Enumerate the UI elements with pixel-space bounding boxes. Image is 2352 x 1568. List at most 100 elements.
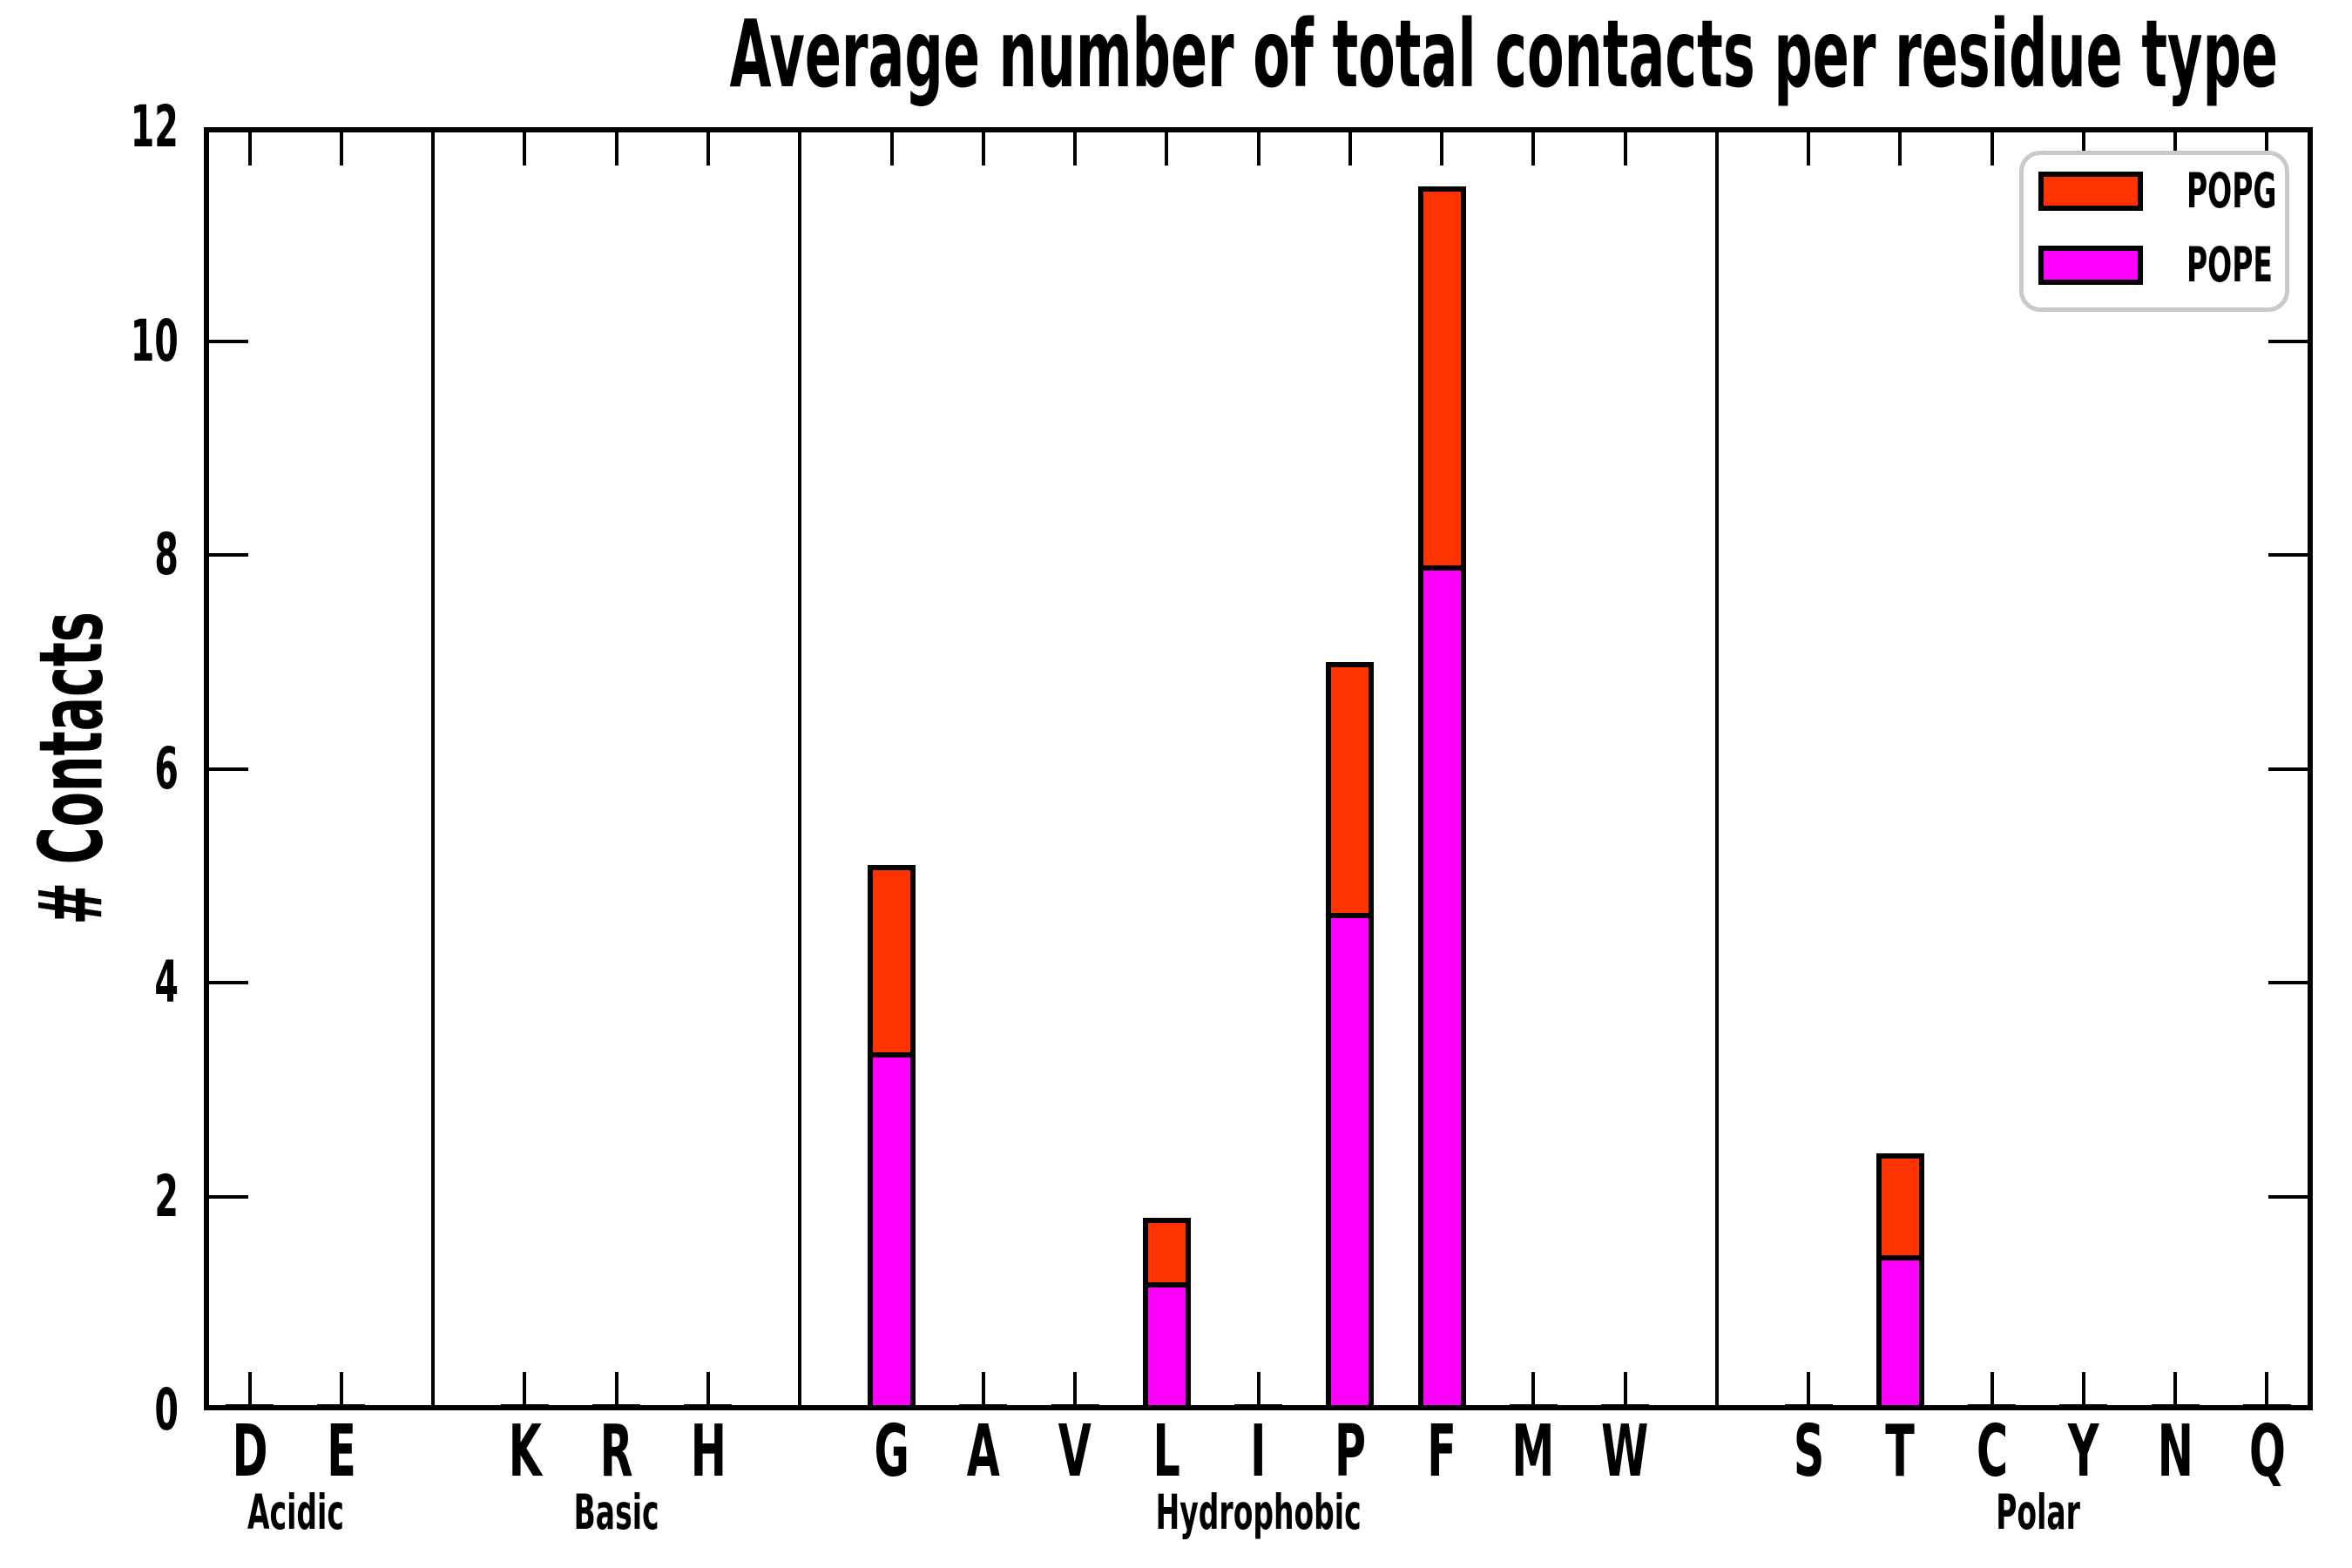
zero-bar-K	[500, 1404, 549, 1410]
x-tick-bottom	[1073, 1372, 1077, 1405]
x-tick-bottom	[247, 1372, 252, 1405]
x-tick-top	[2081, 132, 2085, 166]
x-tick-bottom	[706, 1372, 710, 1405]
zero-bar-Q	[2242, 1404, 2291, 1410]
bar-segment-POPE-T	[1876, 1255, 1924, 1410]
bar-segment-POPE-G	[868, 1051, 916, 1410]
x-tick-label-P: P	[1334, 1410, 1366, 1493]
y-tick-label-4: 4	[154, 949, 179, 1016]
x-tick-label-F: F	[1427, 1410, 1456, 1493]
group-label-acidic: Acidic	[247, 1484, 344, 1540]
x-tick-label-S: S	[1793, 1410, 1824, 1493]
y-tick	[209, 553, 248, 557]
zero-bar-H	[684, 1404, 733, 1410]
y-tick-label-8: 8	[154, 521, 179, 588]
x-tick-bottom	[614, 1372, 618, 1405]
x-tick-top	[889, 132, 894, 166]
x-tick-top	[1440, 132, 1443, 166]
zero-bar-R	[592, 1404, 641, 1410]
zero-bar-E	[317, 1404, 366, 1410]
x-tick-label-D: D	[232, 1410, 268, 1493]
bar-segment-POPE-F	[1417, 565, 1466, 1410]
x-tick-label-W: W	[1601, 1410, 1649, 1493]
bar-segment-POPE-P	[1326, 913, 1375, 1410]
x-tick-top	[1165, 132, 1169, 166]
x-tick-bottom	[1256, 1372, 1260, 1405]
y-tick	[209, 1194, 248, 1199]
x-tick-label-G: G	[874, 1410, 909, 1493]
x-tick-top	[1073, 132, 1077, 166]
x-tick-top	[2265, 132, 2269, 166]
bar-segment-POPG-F	[1417, 186, 1466, 571]
group-label-basic: Basic	[573, 1484, 659, 1540]
x-tick-top	[1256, 132, 1260, 166]
zero-bar-W	[1601, 1404, 1649, 1410]
legend-label-pope: POPE	[2186, 237, 2273, 293]
legend-label-popg: POPG	[2186, 163, 2277, 219]
x-tick-top	[706, 132, 710, 166]
y-tick-label-0: 0	[154, 1376, 179, 1443]
x-tick-bottom	[2265, 1372, 2269, 1405]
chart-title: Average number of total contacts per res…	[729, 1, 2278, 109]
x-tick-bottom	[339, 1372, 343, 1405]
axes-frame	[204, 127, 2313, 1410]
zero-bar-S	[1784, 1404, 1833, 1410]
zero-bar-V	[1051, 1404, 1099, 1410]
bar-segment-POPG-L	[1142, 1218, 1191, 1288]
x-tick-label-Y: Y	[2067, 1410, 2099, 1493]
x-tick-label-M: M	[1511, 1410, 1555, 1493]
x-tick-top	[1990, 132, 1994, 166]
y-tick-label-12: 12	[130, 93, 179, 160]
y-tick-label-10: 10	[130, 307, 179, 375]
zero-bar-N	[2151, 1404, 2200, 1410]
group-label-hydrophobic: Hydrophobic	[1155, 1484, 1362, 1540]
zero-bar-Y	[2059, 1404, 2108, 1410]
zero-bar-I	[1234, 1404, 1282, 1410]
zero-bar-D	[226, 1404, 274, 1410]
x-tick-top	[2173, 132, 2178, 166]
x-tick-label-H: H	[690, 1410, 727, 1493]
group-separator	[1714, 127, 1719, 1410]
x-tick-bottom	[1623, 1372, 1627, 1405]
x-tick-label-N: N	[2157, 1410, 2193, 1493]
y-tick-right	[2268, 1194, 2308, 1199]
x-tick-top	[614, 132, 618, 166]
x-tick-bottom	[981, 1372, 985, 1405]
y-tick	[209, 981, 248, 984]
x-tick-top	[339, 132, 343, 166]
y-tick-right	[2268, 981, 2308, 984]
group-separator	[431, 127, 436, 1410]
x-tick-bottom	[2173, 1372, 2178, 1405]
x-tick-label-A: A	[966, 1410, 1000, 1493]
zero-bar-A	[959, 1404, 1008, 1410]
x-tick-top	[1348, 132, 1352, 166]
y-tick	[209, 339, 248, 343]
x-tick-bottom	[523, 1372, 527, 1405]
x-tick-label-K: K	[508, 1410, 542, 1493]
group-label-polar: Polar	[1995, 1484, 2080, 1540]
bar-segment-POPG-P	[1326, 661, 1375, 919]
bar-segment-POPE-L	[1142, 1281, 1191, 1410]
x-tick-label-T: T	[1885, 1410, 1916, 1493]
y-tick-label-6: 6	[154, 734, 179, 802]
x-tick-bottom	[1531, 1372, 1536, 1405]
x-tick-top	[1531, 132, 1536, 166]
x-tick-label-Q: Q	[2248, 1410, 2286, 1493]
x-tick-label-V: V	[1058, 1410, 1092, 1493]
x-tick-label-E: E	[327, 1410, 356, 1493]
x-tick-label-R: R	[599, 1410, 633, 1493]
zero-bar-M	[1509, 1404, 1558, 1410]
x-tick-label-L: L	[1152, 1410, 1180, 1493]
y-tick	[209, 767, 248, 771]
legend-swatch-popg	[2038, 172, 2143, 211]
x-tick-top	[247, 132, 252, 166]
zero-bar-C	[1968, 1404, 2017, 1410]
x-tick-bottom	[1807, 1372, 1811, 1405]
x-tick-top	[1623, 132, 1627, 166]
y-tick-right	[2268, 553, 2308, 557]
x-tick-bottom	[1990, 1372, 1994, 1405]
y-tick-label-2: 2	[154, 1162, 179, 1230]
x-tick-bottom	[2081, 1372, 2085, 1405]
